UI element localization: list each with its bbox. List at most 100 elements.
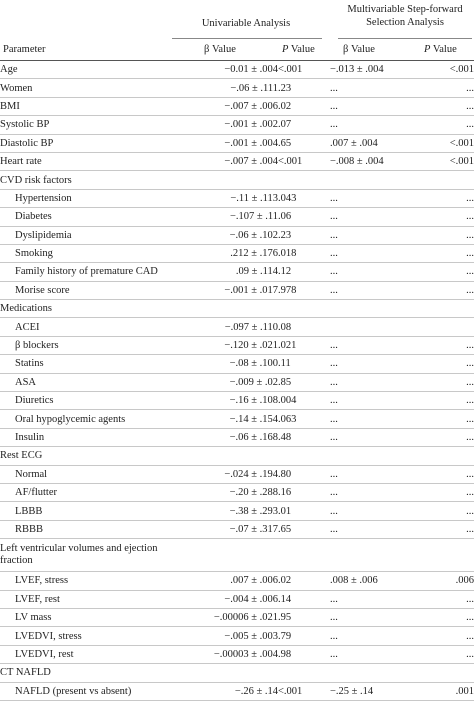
table-row: ASA −.009 ± .02.85...... [0,373,474,392]
p-italic-label: P [424,44,431,55]
parameter-column-header: Parameter [3,44,46,55]
univariable-p-cell [278,539,330,572]
univariable-beta-cell: −.00006 ± .021 [213,612,278,624]
univariable-underline [172,38,322,39]
univariable-beta-cell: −.06 ± .111 [230,82,278,94]
table-row: Normal −.024 ± .194.80...... [0,465,474,484]
multivariable-p-header: P Value [424,44,457,55]
multivariable-p-cell [420,300,474,318]
multivariable-beta-cell: ... [330,266,338,278]
univariable-p-cell: .021 [278,340,297,352]
multivariable-p-cell [420,447,474,465]
multivariable-p-cell: .006 [455,575,474,587]
multivariable-beta-cell: .007 ± .004 [330,137,378,149]
multivariable-p-cell: ... [466,612,474,624]
multivariable-beta-cell [330,318,420,336]
table-row: LVEF, rest −.004 ± .006.14...... [0,590,474,609]
univariable-p-cell: .018 [278,248,297,260]
univariable-p-cell: .98 [278,648,292,660]
table-row: Diuretics −.16 ± .108.004...... [0,392,474,410]
multivariable-p-cell: ... [466,229,474,241]
multivariable-p-cell: ... [466,468,474,480]
parameter-cell: Diuretics [15,395,54,407]
parameter-cell: LV mass [15,612,52,624]
table-row: Family history of premature CAD .09 ± .11… [0,263,474,282]
univariable-p-cell: .978 [278,284,297,296]
table-row: BMI −.007 ± .006.02...... [0,97,474,116]
table-row: LVEDVI, rest −.00003 ± .004.98...... [0,645,474,664]
univariable-p-cell: <.001 [278,64,303,76]
univariable-beta-cell: −.001 ± .004 [224,137,278,149]
multivariable-beta-cell [330,447,420,465]
multivariable-beta-cell: −.013 ± .004 [330,64,384,76]
parameter-cell: Systolic BP [0,119,50,131]
univariable-beta-cell: .007 ± .006 [230,575,278,587]
parameter-cell: LVEDVI, rest [15,648,74,660]
univariable-beta-cell: −.38 ± .293 [229,505,278,517]
table-row: LV mass −.00006 ± .021.95...... [0,608,474,627]
parameter-cell: Hypertension [15,192,72,204]
multivariable-p-cell: ... [466,192,474,204]
multivariable-beta-cell: ... [330,648,338,660]
multivariable-p-cell: ... [466,523,474,535]
parameter-cell: Oral hypoglycemic agents [15,413,126,425]
parameter-cell: CT NAFLD [0,667,51,679]
univariable-beta-cell: −.06 ± .168 [229,432,278,443]
parameter-cell: ACEI [15,321,40,333]
univariable-p-cell [278,300,330,318]
parameter-cell: Heart rate [0,156,42,168]
multivariable-beta-cell: ... [330,630,338,642]
parameter-cell: Morise score [15,284,70,296]
table-row: Morise score −.001 ± .017.978...... [0,281,474,300]
multivariable-beta-cell: −.25 ± .14 [330,685,374,697]
univariable-beta-cell: −.16 ± .108 [229,395,278,407]
parameter-cell: Diastolic BP [0,137,54,149]
univariable-beta-cell: −.001 ± .017 [224,284,278,296]
univariable-p-cell: .02 [278,100,292,112]
univariable-p-cell: .06 [278,211,292,223]
univariable-beta-cell: −.007 ± .004 [224,156,278,168]
univariable-p-cell: .08 [278,321,292,333]
table-row: LVEDVI, stress −.005 ± .003.79...... [0,627,474,646]
multivariable-beta-cell: ... [330,211,338,223]
parameter-cell: Family history of premature CAD [15,266,158,278]
multivariable-beta-cell: ... [330,523,338,535]
multivariable-p-cell: <.001 [449,156,474,168]
univariable-group-header: Univariable Analysis [201,18,291,29]
table-row: Smoking .212 ± .176.018...... [0,244,474,263]
univariable-p-cell: .79 [278,630,292,642]
univariable-beta-cell [172,300,278,318]
univariable-p-cell: .85 [278,376,292,388]
multivariable-p-cell: ... [466,395,474,407]
univariable-p-cell: .063 [278,413,297,425]
table-row: Women −.06 ± .111.23...... [0,79,474,98]
table-row: LVEF, stress .007 ± .006.02 .008 ± .006 .00… [0,572,474,591]
parameter-cell: Normal [15,468,48,480]
parameter-cell: Age [0,64,18,76]
univariable-beta-cell [172,664,278,682]
parameter-cell: NAFLD (present vs absent) [15,685,132,697]
univariable-p-cell: .65 [278,137,292,149]
table-header: Univariable Analysis Multivariable Step-… [0,0,474,60]
univariable-p-header: P Value [282,44,315,55]
univariable-beta-cell: −.06 ± .102 [229,229,278,241]
parameter-cell: RBBB [15,523,44,535]
multivariable-beta-cell [330,664,420,682]
table-row: Insulin −.06 ± .168.48...... [0,428,474,447]
univariable-p-cell: <.001 [278,156,303,168]
multivariable-beta-cell [330,300,420,318]
univariable-p-cell: .02 [278,575,292,587]
univariable-beta-cell [172,539,278,572]
p-value-suffix: Value [288,44,315,55]
univariable-beta-cell: −.097 ± .110 [224,321,278,333]
parameter-cell: CVD risk factors [0,174,72,186]
multivariable-p-cell: ... [466,630,474,642]
table-row: AF/flutter −.20 ± .288.16...... [0,483,474,502]
multivariable-beta-cell: ... [330,395,338,407]
multivariable-beta-cell: .008 ± .006 [330,575,378,587]
univariable-p-cell: .23 [278,82,292,94]
parameter-cell: ASA [15,376,37,388]
parameter-cell: Left ventricular volumes and ejection fr… [0,543,158,567]
multivariable-p-cell: ... [466,358,474,370]
